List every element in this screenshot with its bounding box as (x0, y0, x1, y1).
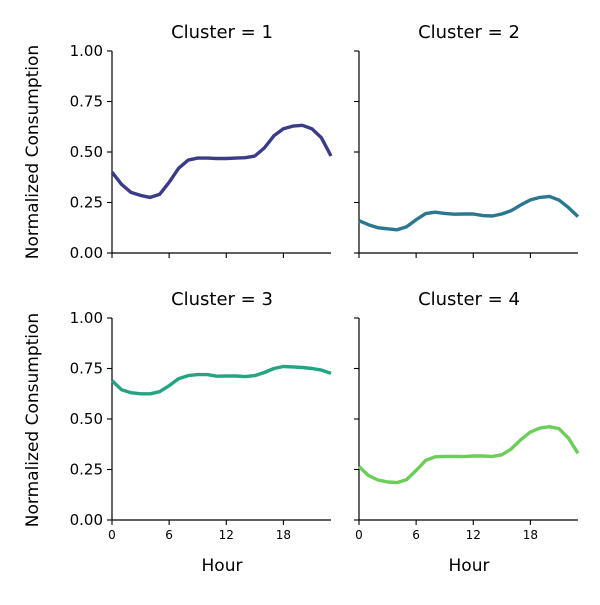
panel-title: Cluster = 3 (171, 289, 273, 310)
series-line (358, 194, 580, 232)
y-tick-label: 0.00 (70, 511, 103, 529)
y-tick-label: 0.50 (70, 410, 103, 428)
panel-title: Cluster = 4 (418, 289, 520, 310)
y-tick-label: 0.25 (70, 461, 103, 479)
y-tick-label: 1.00 (70, 42, 103, 60)
x-tick-label: 0 (355, 528, 363, 542)
panel-cluster-3: Cluster = 3 0.00 0.25 0.50 0.75 1.00 0 6 12 18 (70, 289, 332, 542)
x-axis-label-right: Hour (449, 556, 490, 576)
series-line (357, 425, 580, 485)
series-line (110, 364, 332, 396)
y-tick-label: 0.75 (70, 360, 103, 378)
x-tick-label: 18 (276, 528, 291, 542)
x-tick-label: 12 (219, 528, 234, 542)
y-axis-label-bottom: Normalized Consumption (23, 313, 43, 527)
y-tick-label: 1.00 (70, 309, 103, 327)
x-tick-label: 12 (466, 528, 481, 542)
x-axis-label-left: Hour (202, 556, 243, 576)
panel-cluster-2: Cluster = 2 (354, 22, 580, 258)
x-tick-label: 0 (108, 528, 116, 542)
y-tick-label: 0.00 (70, 244, 103, 262)
y-tick-label: 0.50 (70, 143, 103, 161)
y-tick-label: 0.75 (70, 93, 103, 111)
x-tick-label: 18 (523, 528, 538, 542)
panel-title: Cluster = 1 (171, 22, 273, 43)
y-tick-label: 0.25 (70, 194, 103, 212)
panel-cluster-1: Cluster = 1 0.00 0.25 0.50 0.75 1.00 (70, 22, 333, 262)
plot-area: 0.00 0.25 0.50 0.75 1.00 0 6 12 18 (70, 309, 332, 542)
plot-area: 0.00 0.25 0.50 0.75 1.00 (70, 42, 333, 262)
x-tick-label: 6 (165, 528, 173, 542)
plot-area (354, 50, 580, 258)
y-axis-label-top: Normalized Consumption (23, 45, 43, 259)
plot-area: 0 6 12 18 (354, 317, 580, 542)
x-tick-label: 6 (412, 528, 420, 542)
panel-cluster-4: Cluster = 4 0 6 12 18 (354, 289, 580, 542)
panel-title: Cluster = 2 (418, 22, 520, 43)
series-line (110, 123, 333, 200)
